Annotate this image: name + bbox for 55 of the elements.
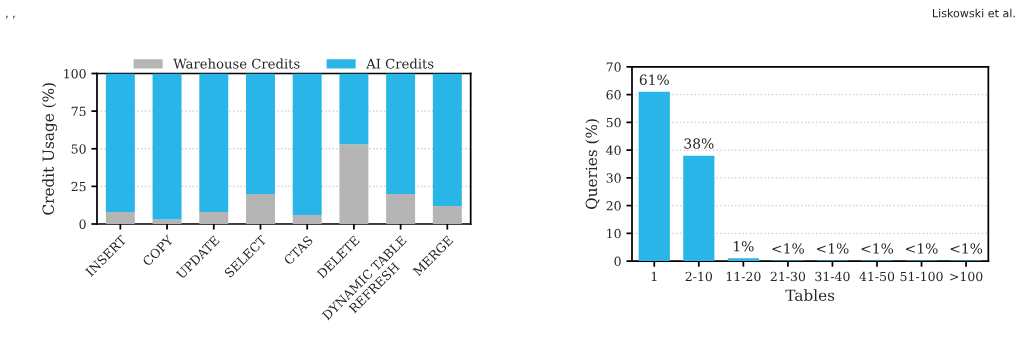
x-axis-title: Tables xyxy=(785,289,835,301)
y-tick-label: 25 xyxy=(71,181,86,192)
bar xyxy=(246,193,275,224)
y-tick-label: 75 xyxy=(71,106,86,117)
bar xyxy=(152,73,182,220)
bar xyxy=(727,258,759,262)
y-tick-label: 0 xyxy=(79,219,86,229)
bar xyxy=(292,73,322,215)
x-tick-label: 31-40 xyxy=(815,271,850,282)
bar xyxy=(683,155,715,262)
x-tick-label: >100 xyxy=(950,271,983,282)
y-tick-label: 70 xyxy=(606,62,621,72)
x-tick-label: 41-50 xyxy=(859,271,895,282)
data-label: 61% xyxy=(639,74,669,85)
data-label: <1% xyxy=(906,243,938,254)
bar xyxy=(199,211,229,224)
y-tick-label: 100 xyxy=(64,68,86,79)
y-tick-label: 30 xyxy=(606,173,621,183)
y-tick-label: 50 xyxy=(606,117,621,128)
bar xyxy=(386,193,416,224)
bar xyxy=(432,205,462,224)
bar xyxy=(339,144,369,224)
bar xyxy=(432,73,462,206)
legend-label: Warehouse Credits xyxy=(173,58,300,69)
data-label: <1% xyxy=(772,243,804,254)
y-tick-label: 50 xyxy=(71,144,86,154)
bar xyxy=(386,73,416,194)
y-axis-title: Credit Usage (%) xyxy=(42,83,58,215)
data-label: 1% xyxy=(734,240,754,252)
y-axis-title: Queries (%) xyxy=(585,119,600,209)
data-label: <1% xyxy=(861,243,894,254)
text: , , xyxy=(5,15,15,19)
x-tick-label: 11-20 xyxy=(726,271,761,282)
text: Liskowski et al. xyxy=(933,8,1015,18)
legend-label: AI Credits xyxy=(366,58,434,69)
bar xyxy=(152,219,182,224)
bar xyxy=(105,73,135,212)
x-tick-label: 51-100 xyxy=(900,271,943,282)
y-tick-label: 0 xyxy=(614,256,621,267)
bar xyxy=(105,211,135,224)
x-tick-label: 21-30 xyxy=(770,271,806,282)
x-tick-label: 1 xyxy=(651,271,657,282)
y-tick-label: 60 xyxy=(606,90,621,100)
data-label: <1% xyxy=(817,243,849,254)
data-label: 38% xyxy=(684,138,714,149)
bar xyxy=(292,214,322,224)
y-tick-label: 10 xyxy=(607,228,621,239)
bar xyxy=(246,73,275,194)
y-tick-label: 40 xyxy=(606,145,621,156)
bar xyxy=(339,73,369,145)
data-label: <1% xyxy=(950,243,983,254)
x-tick-label: 2-10 xyxy=(685,271,713,282)
bar xyxy=(638,91,670,262)
y-tick-label: 20 xyxy=(606,201,621,211)
bar xyxy=(199,73,229,212)
